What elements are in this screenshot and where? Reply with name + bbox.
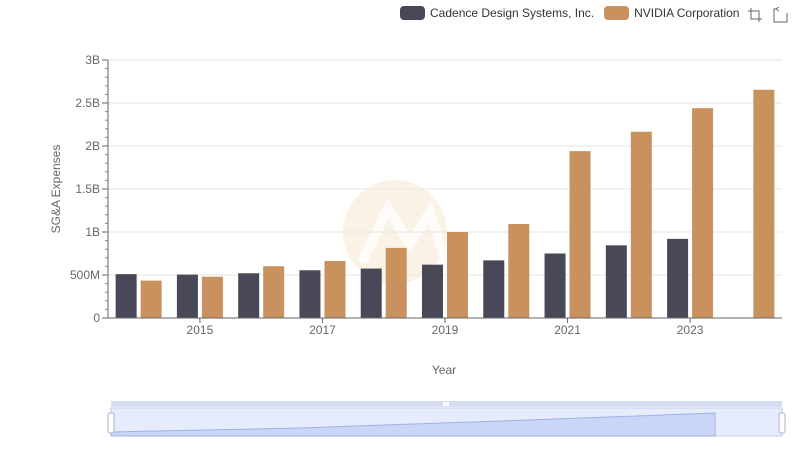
bar-cadence-2014 (115, 274, 137, 318)
bar-cadence-2023 (667, 238, 689, 318)
legend-item-nvidia[interactable]: NVIDIA Corporation (604, 6, 739, 20)
restore-icon[interactable] (772, 7, 789, 24)
bar-nvidia-2016 (263, 266, 285, 318)
slider-handle-left (107, 412, 115, 434)
data-zoom-slider[interactable] (107, 401, 786, 437)
x-axis-title: Year (432, 363, 456, 377)
slider-grip (443, 402, 449, 406)
grid-lines (108, 59, 782, 276)
legend: Cadence Design Systems, Inc. NVIDIA Corp… (400, 4, 749, 22)
bar-cadence-2021 (544, 253, 566, 318)
bar-cadence-2020 (483, 260, 505, 318)
legend-swatch-nvidia (604, 6, 630, 20)
x-tick-label: 2021 (554, 323, 581, 337)
y-axis-title: SG&A Expenses (49, 145, 63, 234)
bar-cadence-2019 (422, 264, 443, 318)
bar-nvidia-2017 (324, 260, 346, 318)
legend-item-cadence[interactable]: Cadence Design Systems, Inc. (400, 6, 594, 20)
bar-nvidia-2020 (508, 224, 530, 318)
bar-cadence-2018 (360, 268, 382, 318)
slider-preview-area (110, 412, 716, 437)
bar-nvidia-2019 (447, 232, 468, 318)
y-tick-label: 3B (85, 53, 100, 67)
bar-nvidia-2015 (201, 276, 223, 318)
x-tick-label: 2023 (677, 323, 704, 337)
zoom-icon[interactable] (747, 7, 764, 24)
slider-handle-right (778, 412, 786, 434)
watermark-mark (357, 197, 451, 265)
y-tick-label: 2.5B (75, 96, 100, 110)
y-tick-label: 0 (93, 311, 100, 325)
x-axis: 2015 2017 2019 2021 2023 (108, 317, 782, 337)
bar-cadence-2017 (299, 270, 321, 318)
bar-nvidia-2022 (630, 131, 652, 318)
bar-nvidia-2014 (140, 280, 162, 318)
bar-nvidia-2023 (692, 108, 714, 318)
y-tick-label: 1B (85, 225, 100, 239)
y-tick-label: 1.5B (75, 182, 100, 196)
x-tick-label: 2015 (187, 323, 214, 337)
bars (115, 89, 775, 318)
legend-swatch-cadence (400, 6, 425, 20)
bar-nvidia-2018 (385, 247, 407, 318)
bar-nvidia-2021 (569, 151, 591, 318)
legend-label-nvidia: NVIDIA Corporation (634, 6, 740, 20)
bar-cadence-2016 (238, 273, 260, 318)
bar-cadence-2015 (176, 274, 198, 318)
y-tick-label: 500M (70, 268, 100, 282)
x-tick-label: 2019 (432, 323, 459, 337)
y-axis: 0 500M 1B 1.5B 2B 2.5B 3B (70, 53, 109, 325)
x-tick-label: 2017 (309, 323, 336, 337)
bar-cadence-2022 (605, 245, 627, 318)
y-tick-label: 2B (85, 139, 100, 153)
bar-nvidia-2024 (753, 89, 775, 318)
legend-label-cadence: Cadence Design Systems, Inc. (430, 6, 595, 20)
